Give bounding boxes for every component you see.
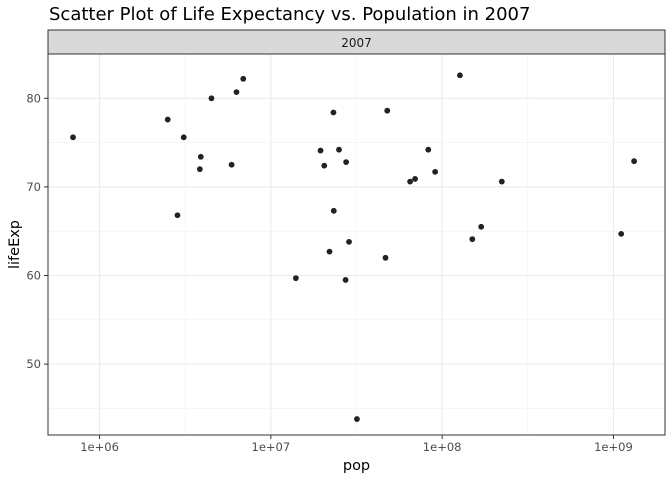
data-point	[196, 166, 203, 173]
x-axis-title: pop	[343, 458, 370, 474]
y-tick-label: 60	[26, 269, 41, 283]
data-point	[354, 416, 360, 422]
data-point	[240, 75, 247, 82]
y-tick-label: 80	[26, 91, 41, 105]
data-point	[432, 168, 439, 175]
data-point	[498, 178, 505, 185]
data-point	[343, 159, 350, 165]
data-point	[330, 109, 337, 116]
data-point	[618, 230, 625, 237]
data-point	[292, 275, 299, 282]
x-tick-label: 1e+09	[594, 440, 633, 454]
data-point	[407, 178, 413, 185]
data-point	[384, 107, 391, 114]
facet-strip-label: 2007	[341, 36, 372, 50]
data-point	[330, 207, 337, 214]
y-tick-label: 50	[26, 357, 41, 371]
data-point	[457, 72, 463, 79]
data-point	[164, 116, 171, 123]
facet-strip	[47, 29, 666, 55]
data-point	[631, 158, 637, 165]
data-point	[326, 248, 333, 255]
data-point	[478, 223, 485, 230]
chart-title: Scatter Plot of Life Expectancy vs. Popu…	[49, 4, 530, 25]
y-tick-label: 70	[26, 180, 41, 194]
data-point	[342, 277, 349, 283]
y-axis-title: lifeExp	[7, 220, 23, 269]
x-tick-label: 1e+08	[423, 440, 462, 454]
data-point	[233, 89, 240, 95]
panel-border	[47, 53, 666, 436]
axes: 1e+06 1e+07 1e+08 1e+09 50 60 70 80	[26, 91, 632, 454]
data-point	[382, 254, 389, 261]
data-point	[197, 153, 204, 160]
data-point	[70, 134, 76, 141]
data-point	[317, 147, 324, 154]
data-point	[346, 238, 352, 245]
data-point	[228, 161, 235, 168]
data-point	[425, 146, 432, 153]
x-tick-label: 1e+07	[252, 440, 291, 454]
data-point	[208, 95, 215, 102]
grid-lines	[48, 54, 665, 435]
data-point	[336, 146, 342, 153]
data-points	[70, 72, 637, 422]
x-tick-label: 1e+06	[80, 440, 119, 454]
data-point	[412, 176, 418, 182]
data-point	[469, 236, 476, 243]
data-point	[174, 212, 181, 219]
data-point	[321, 162, 328, 169]
data-point	[180, 134, 187, 141]
